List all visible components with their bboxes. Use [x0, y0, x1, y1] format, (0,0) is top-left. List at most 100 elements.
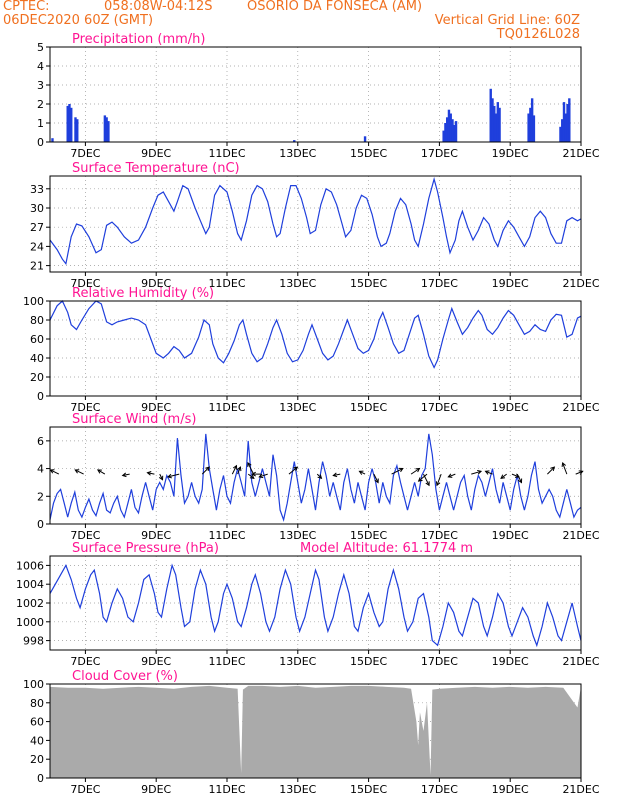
pres-xtick-label: 11DEC — [208, 655, 245, 668]
rh-xtick-label: 7DEC — [70, 401, 100, 414]
wind-vector-arrow — [358, 470, 366, 475]
pres-xtick-label: 17DEC — [421, 655, 458, 668]
precip-xtick-label: 15DEC — [350, 147, 387, 160]
precip-bar — [530, 98, 534, 142]
cloud-title: Cloud Cover (%) — [72, 669, 178, 684]
cloud-xtick-label: 11DEC — [208, 783, 245, 796]
precip-bar — [449, 113, 452, 142]
wind-xtick-label: 13DEC — [279, 529, 316, 542]
wind-vector-arrow — [288, 466, 299, 475]
wind-xtick-label: 9DEC — [141, 529, 171, 542]
temp-xtick-label: 21DEC — [562, 277, 599, 290]
temp-ytick-label: 33 — [30, 183, 44, 196]
precip-bar — [76, 119, 79, 142]
wind-vector-arrow — [471, 469, 483, 475]
precip-xtick-label: 21DEC — [562, 147, 599, 160]
precip-bar — [68, 104, 71, 142]
rh-ytick-label: 40 — [30, 352, 44, 365]
wind-vector-arrow — [500, 473, 507, 479]
wind-vector-arrow — [158, 473, 164, 481]
run-label: 06DEC2020 60Z (GMT) — [3, 13, 154, 28]
precip-xtick-label: 19DEC — [492, 147, 529, 160]
wind-xtick-label: 11DEC — [208, 529, 245, 542]
pres-xtick-label: 19DEC — [492, 655, 529, 668]
pres-ytick-label: 1004 — [16, 578, 44, 591]
precip-ytick-label: 2 — [37, 98, 44, 111]
rh-xtick-label: 11DEC — [208, 401, 245, 414]
coords-label: 058:08W-04:12S — [104, 0, 213, 14]
precip-bar — [444, 123, 447, 142]
wind-xtick-label: 17DEC — [421, 529, 458, 542]
precip-bar — [107, 121, 110, 142]
precip-bar — [493, 105, 496, 142]
wind-vector-arrow — [575, 470, 584, 475]
cloud-xtick-label: 7DEC — [70, 783, 100, 796]
source-label: CPTEC: — [3, 0, 50, 14]
grid-note-label: Vertical Grid Line: 60Z — [434, 13, 580, 28]
wind-vector-arrow — [237, 466, 242, 475]
precip-bar — [559, 126, 562, 142]
model-altitude-label: Model Altitude: 61.1774 m — [300, 541, 473, 556]
cloud-ytick-label: 80 — [30, 697, 44, 710]
wind-vector-arrow — [561, 461, 568, 475]
wind-vector-arrow — [231, 464, 238, 475]
rh-ytick-label: 60 — [30, 333, 44, 346]
pres-ytick-label: 1000 — [16, 616, 44, 629]
temp-xtick-label: 7DEC — [70, 277, 100, 290]
precip-xtick-label: 13DEC — [279, 147, 316, 160]
wind-vector-arrow — [247, 461, 254, 475]
temp-ytick-label: 24 — [30, 240, 44, 253]
precip-xtick-label: 11DEC — [208, 147, 245, 160]
temp-ytick-label: 30 — [30, 202, 44, 215]
pres-xtick-label: 13DEC — [279, 655, 316, 668]
rh-xtick-label: 15DEC — [350, 401, 387, 414]
wind-xtick-label: 21DEC — [562, 529, 599, 542]
station-label: OSORIO DA FONSECA (AM) — [247, 0, 423, 14]
pres-ytick-label: 998 — [23, 635, 44, 648]
precip-bar — [491, 98, 494, 142]
rh-xtick-label: 17DEC — [421, 401, 458, 414]
precip-bar — [363, 136, 367, 142]
wind-ytick-label: 4 — [37, 463, 44, 476]
precip-bar — [103, 115, 107, 142]
wind-title: Surface Wind (m/s) — [72, 412, 196, 427]
cloud-area — [50, 685, 581, 778]
precip-bar — [74, 117, 77, 142]
precip-bar — [566, 104, 569, 142]
temp-xtick-label: 17DEC — [421, 277, 458, 290]
rh-xtick-label: 21DEC — [562, 401, 599, 414]
pres-ytick-label: 1006 — [16, 559, 44, 572]
precip-ytick-label: 5 — [37, 41, 44, 54]
precip-bar — [442, 130, 445, 142]
wind-series-line — [49, 433, 582, 522]
wind-xtick-label: 15DEC — [350, 529, 387, 542]
wind-ytick-label: 2 — [37, 490, 44, 503]
pres-xtick-label: 21DEC — [562, 655, 599, 668]
rh-ytick-label: 80 — [30, 314, 44, 327]
wind-ytick-label: 0 — [37, 518, 44, 531]
pres-ytick-label: 1002 — [16, 597, 44, 610]
temp-xtick-label: 11DEC — [208, 277, 245, 290]
temp-ytick-label: 21 — [30, 260, 44, 273]
header: CPTEC: 058:08W-04:12S OSORIO DA FONSECA … — [0, 0, 618, 50]
cloud-xtick-label: 17DEC — [421, 783, 458, 796]
temp-xtick-label: 19DEC — [492, 277, 529, 290]
wind-vector-arrow — [201, 466, 210, 475]
wind-vector-arrow — [417, 473, 428, 482]
wind-vector-arrow — [435, 473, 442, 487]
wind-vector-arrow — [146, 471, 155, 476]
rh-series-line — [49, 300, 582, 369]
cloud-xtick-label: 9DEC — [141, 783, 171, 796]
precip-bar — [496, 102, 500, 142]
precip-xtick-label: 9DEC — [141, 147, 171, 160]
wind-vector-arrow — [332, 472, 341, 478]
rh-xtick-label: 13DEC — [279, 401, 316, 414]
precip-bar — [454, 121, 458, 142]
rh-xtick-label: 19DEC — [492, 401, 529, 414]
precip-bar — [453, 124, 456, 142]
precip-ytick-label: 4 — [37, 60, 44, 73]
precip-bar — [105, 117, 108, 142]
wind-ytick-label: 6 — [37, 435, 44, 448]
precip-bar — [562, 102, 566, 142]
